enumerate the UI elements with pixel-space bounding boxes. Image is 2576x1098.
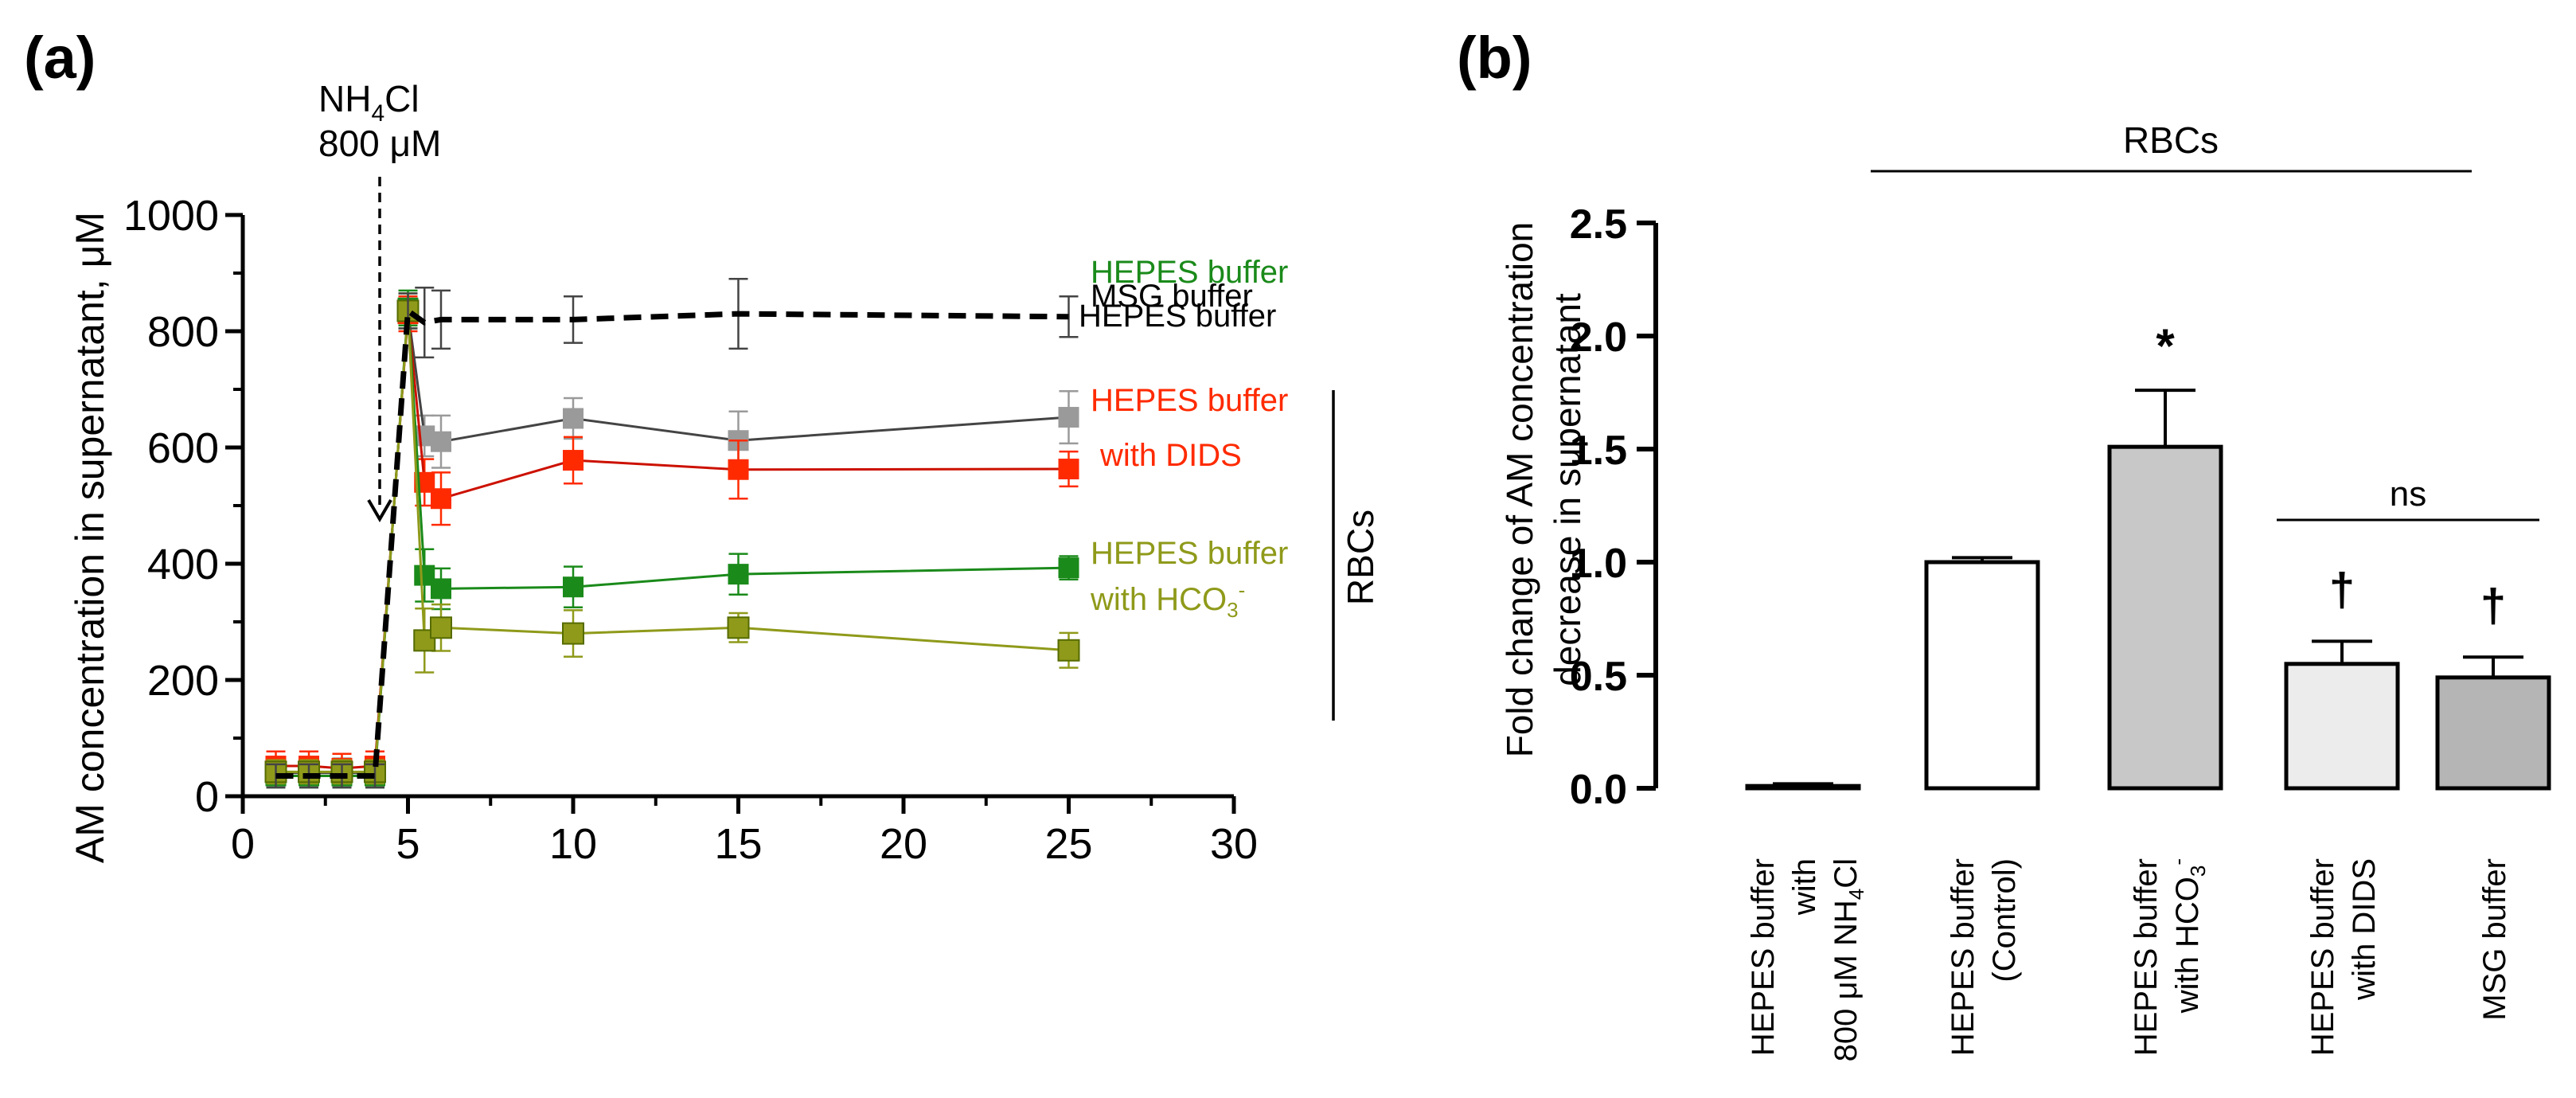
y-tick-label: 600 <box>147 424 219 472</box>
data-point <box>431 488 451 510</box>
category-label: with HCO3- <box>2166 858 2210 1014</box>
data-point <box>727 616 750 639</box>
category-label-sub: 3 <box>2186 866 2210 877</box>
series-label: HEPES buffer <box>1091 536 1288 571</box>
significance-mark: † <box>2480 580 2506 631</box>
data-point <box>431 431 451 452</box>
data-point <box>1058 557 1079 579</box>
series-label: MSG buffer <box>1091 279 1253 314</box>
x-tick-label: 25 <box>1044 820 1092 868</box>
category-label: MSG buffer <box>2477 858 2512 1021</box>
significance-mark: * <box>2156 319 2175 373</box>
data-point <box>562 622 584 645</box>
y-tick-label: 800 <box>147 308 219 356</box>
series-label: HEPES buffer <box>1091 255 1288 290</box>
category-label: (Control) <box>1987 858 2022 983</box>
annotation-nh: NH <box>318 78 371 119</box>
category-label: with <box>1787 858 1822 916</box>
chart-b: 0.0 0.5 1.0 1.5 2.0 2.5 Fold change of AM conc… <box>1499 119 2551 1061</box>
category-label-sub: 4 <box>1844 889 1868 900</box>
panel-a-label: (a) <box>24 25 96 91</box>
data-point <box>728 564 749 585</box>
series-line <box>275 313 1069 770</box>
data-point <box>430 616 452 639</box>
y-tick-label: 2.0 <box>1570 315 1627 361</box>
data-point <box>563 450 584 471</box>
x-tick-label: 30 <box>1210 820 1258 868</box>
bar <box>2107 444 2223 791</box>
bar-group-1: HEPES buffer (Control) <box>1924 556 2040 1056</box>
rbc-group-label: RBCs <box>2123 119 2219 161</box>
bar-group-2: * HEPES buffer with HCO3- <box>2107 319 2223 1056</box>
data-point <box>431 578 451 600</box>
y-tick-label: 0.5 <box>1570 654 1627 700</box>
data-point <box>1058 459 1079 480</box>
series-label-a: with HCO <box>1090 582 1227 617</box>
y-tick-label: 2.5 <box>1570 201 1627 248</box>
category-label-a: with HCO <box>2170 877 2205 1014</box>
category-label: HEPES buffer <box>1746 858 1781 1056</box>
y-axis-label-line1: Fold change of AM concentration <box>1499 222 1540 758</box>
category-label-sup: - <box>2166 858 2190 866</box>
series-4: HEPES buffer <box>266 278 1276 789</box>
y-tick-label: 0 <box>195 773 219 821</box>
y-tick-label: 0.0 <box>1570 767 1627 813</box>
annotation-cl: Cl <box>384 78 419 119</box>
x-tick-label: 10 <box>549 820 597 868</box>
x-tick-label: 15 <box>714 820 762 868</box>
x-tick-label: 20 <box>880 820 927 868</box>
y-tick-label: 1000 <box>123 192 219 240</box>
category-label: with DIDS <box>2347 858 2382 1001</box>
series-label-sup: - <box>1239 578 1246 602</box>
series-label: HEPES buffer <box>1091 383 1288 418</box>
y-tick-label: 1.5 <box>1570 428 1627 474</box>
series-label: with DIDS <box>1099 438 1242 473</box>
x-tick-label: 0 <box>231 820 255 868</box>
category-label: HEPES buffer <box>2129 858 2164 1056</box>
ns-label: ns <box>2390 475 2426 514</box>
category-label-rest: Cl <box>1829 858 1864 889</box>
annotation-arrow-head <box>367 498 392 522</box>
bar <box>1745 783 1861 791</box>
series-3: HEPES buffer with HCO3- <box>264 292 1288 785</box>
series-0: MSG buffer <box>265 279 1253 789</box>
series-line <box>275 311 1069 773</box>
series-label: HEPES buffer <box>1079 299 1276 334</box>
category-label: HEPES buffer <box>1946 858 1981 1056</box>
annotation-sub: 4 <box>371 100 384 127</box>
category-label: 800 μM NH4Cl <box>1829 858 1868 1061</box>
data-point <box>563 408 584 429</box>
series-line <box>275 307 1069 777</box>
category-label-a: 800 μM NH <box>1829 900 1864 1061</box>
data-point <box>1057 639 1080 662</box>
y-tick-label: 400 <box>147 541 219 588</box>
x-tick-label: 5 <box>396 820 420 868</box>
rbc-label: RBCs <box>1340 510 1381 605</box>
series-label-sub: 3 <box>1227 598 1238 622</box>
series-line <box>275 311 1069 775</box>
panel-b-label: (b) <box>1457 25 1532 91</box>
y-axis-label: AM concentration in supernatant, μM <box>68 212 112 863</box>
y-tick-label: 1.0 <box>1570 541 1627 587</box>
series-line <box>275 306 1069 779</box>
bar-group-3: † HEPES buffer with DIDS <box>2284 564 2400 1056</box>
y-tick-label: 200 <box>147 657 219 705</box>
data-point <box>728 459 749 480</box>
y-axis-label-line2: decrease in supernatant <box>1547 293 1588 686</box>
data-point <box>1058 407 1079 428</box>
annotation-line1: NH4Cl <box>318 78 420 127</box>
series-label: with HCO3- <box>1090 578 1245 622</box>
category-label: HEPES buffer <box>2305 858 2340 1056</box>
bar-group-4: † MSG buffer <box>2435 580 2551 1021</box>
significance-mark: † <box>2329 564 2355 615</box>
bar <box>2435 675 2551 791</box>
annotation-line2: 800 μM <box>318 123 441 164</box>
bar <box>2284 662 2400 791</box>
chart-a: 0 200 400 600 800 1000 0 5 10 15 20 25 30 AM concentr… <box>68 78 1381 868</box>
bar <box>1924 560 2040 791</box>
data-point <box>563 576 584 598</box>
